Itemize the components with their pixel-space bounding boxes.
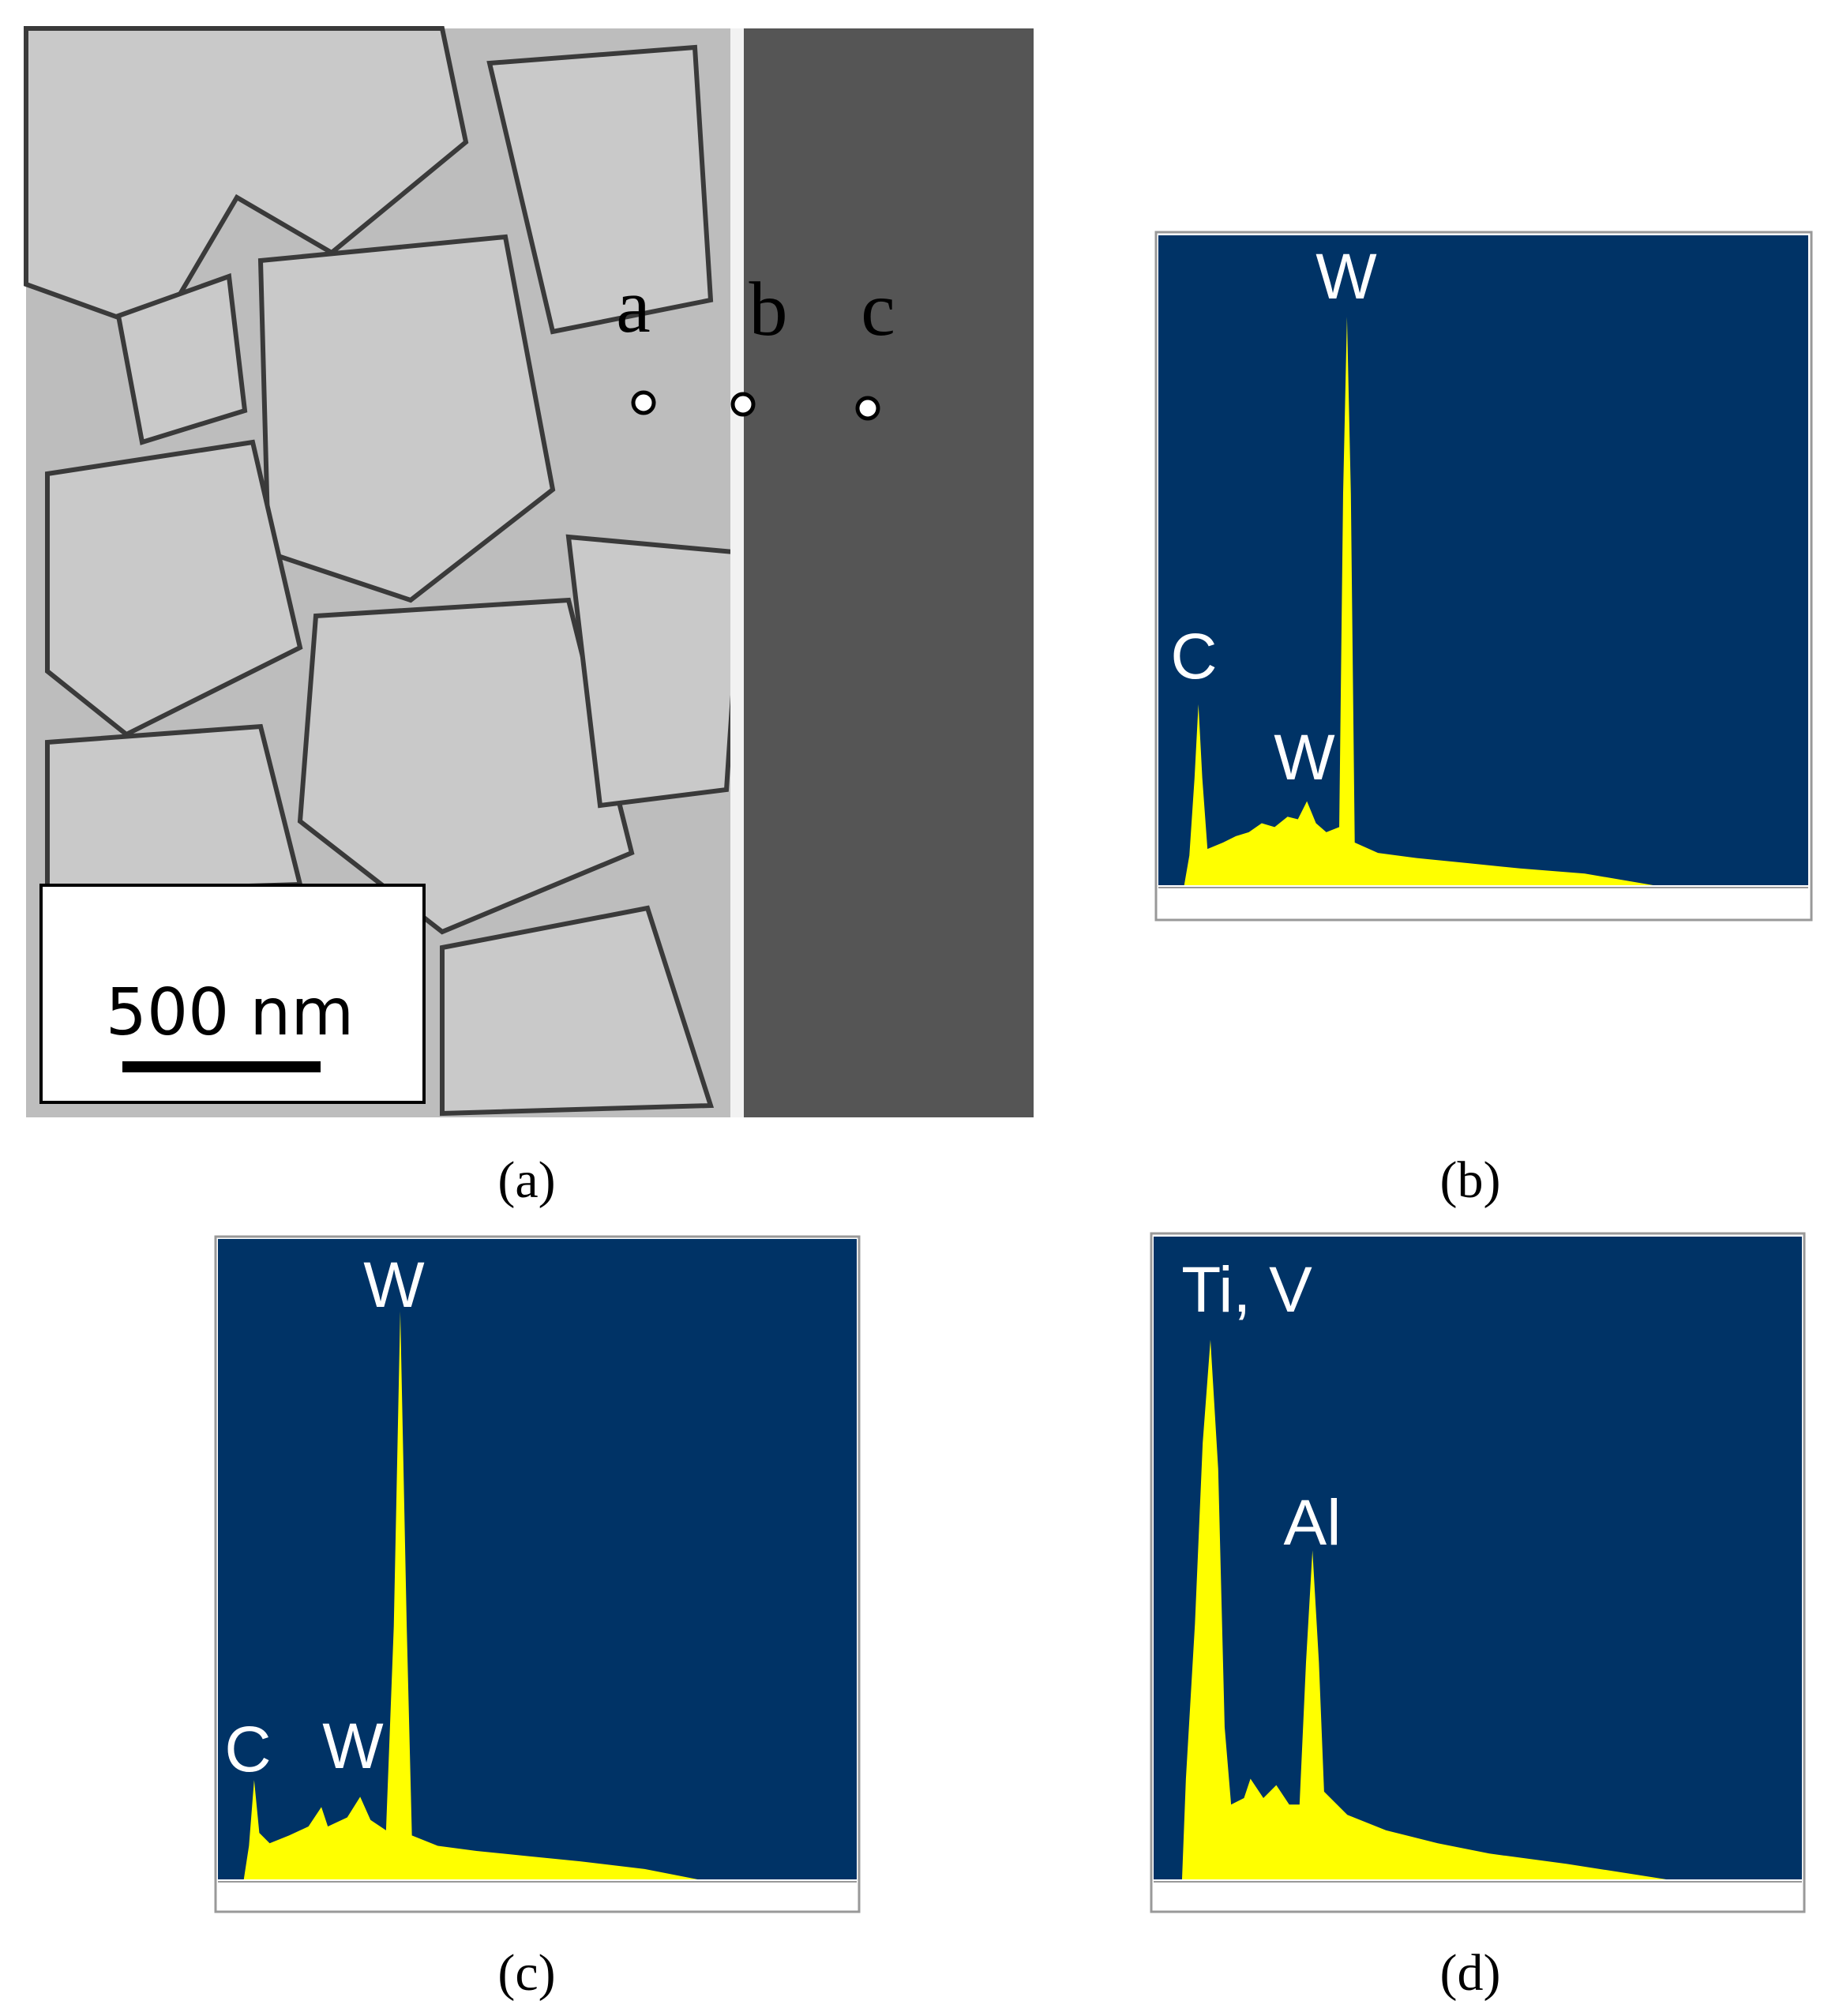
substrate xyxy=(744,28,1034,1117)
spectrum-plot xyxy=(1154,1237,1802,1879)
point xyxy=(631,390,656,415)
peak-label: W xyxy=(363,1249,425,1321)
sem-image: 500 nm a b c xyxy=(24,26,1034,1117)
caption: (b) xyxy=(1440,1151,1501,1209)
axis-strip xyxy=(1154,1879,1802,1909)
peak-label: C xyxy=(224,1714,271,1785)
peak-label: W xyxy=(1274,722,1335,794)
plot-area xyxy=(218,1239,857,1879)
peak-label: W xyxy=(322,1710,384,1782)
spectrum-plot xyxy=(218,1239,857,1879)
point-label: c xyxy=(861,267,895,352)
scale-bar xyxy=(122,1061,321,1072)
axis-strip xyxy=(1158,885,1808,917)
peak-label: W xyxy=(1315,241,1377,313)
points xyxy=(631,390,880,421)
scale-bar-label: 500 nm xyxy=(106,975,354,1050)
plot-area xyxy=(1154,1237,1802,1879)
point xyxy=(855,396,880,421)
point xyxy=(730,392,756,417)
spectrum-c: W C W xyxy=(214,1235,861,1913)
point-label: b xyxy=(749,267,788,352)
spectrum-d: Ti, V Al xyxy=(1150,1232,1806,1913)
spectrum-trace xyxy=(1181,1339,1667,1879)
axis-strip xyxy=(218,1879,857,1909)
grains xyxy=(24,26,745,1117)
spectrum-plot xyxy=(1158,235,1808,885)
point-label: a xyxy=(616,264,651,349)
peak-label: Ti, V xyxy=(1181,1254,1312,1326)
caption: (c) xyxy=(497,1944,555,2002)
plot-area xyxy=(1158,235,1808,885)
peak-label: Al xyxy=(1284,1487,1342,1559)
caption: (a) xyxy=(497,1151,555,1209)
caption: (d) xyxy=(1440,1944,1501,2002)
coating-edge xyxy=(730,28,744,1117)
spectrum-b: W C W xyxy=(1154,231,1813,922)
peak-label: C xyxy=(1170,621,1217,693)
